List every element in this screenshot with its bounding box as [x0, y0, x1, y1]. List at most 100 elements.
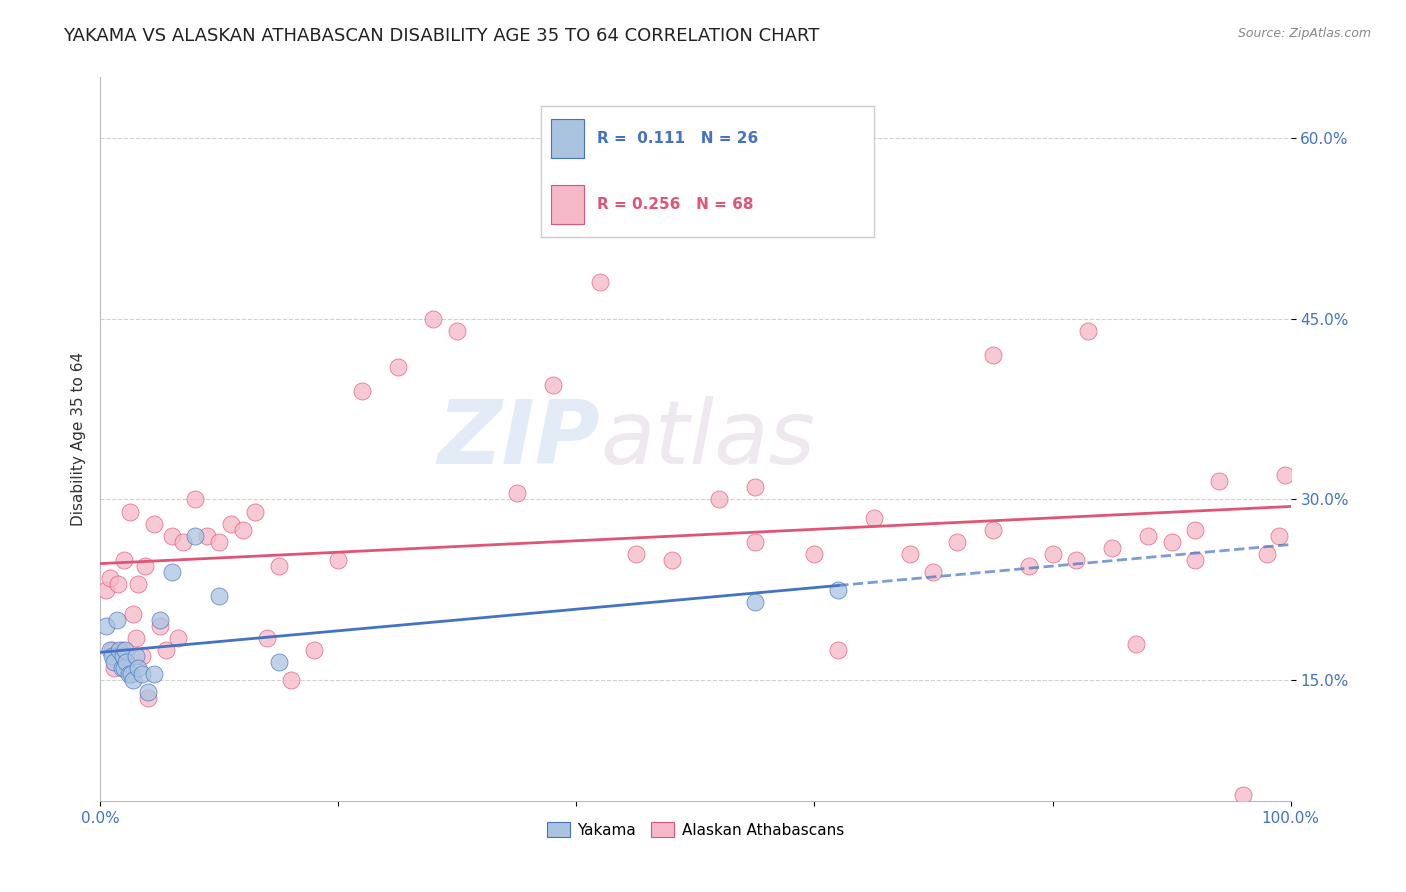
Text: ZIP: ZIP — [437, 396, 600, 483]
Point — [946, 534, 969, 549]
Point — [172, 534, 194, 549]
Point — [1125, 637, 1147, 651]
Point — [110, 643, 132, 657]
Point — [98, 643, 121, 657]
Point — [267, 655, 290, 669]
Y-axis label: Disability Age 35 to 64: Disability Age 35 to 64 — [72, 352, 86, 526]
Point — [103, 661, 125, 675]
Point — [112, 661, 135, 675]
Point — [446, 324, 468, 338]
Point — [589, 276, 612, 290]
Point — [1160, 534, 1182, 549]
Point — [101, 643, 124, 657]
Point — [149, 619, 172, 633]
Point — [422, 311, 444, 326]
Point — [1018, 558, 1040, 573]
Point — [744, 480, 766, 494]
Point — [195, 528, 218, 542]
Point — [94, 619, 117, 633]
Point — [304, 643, 326, 657]
Point — [243, 504, 266, 518]
Point — [105, 613, 128, 627]
Point — [125, 649, 148, 664]
Text: atlas: atlas — [600, 396, 815, 483]
Point — [1232, 788, 1254, 802]
Point — [110, 661, 132, 675]
Point — [387, 359, 409, 374]
Point — [280, 673, 302, 688]
Point — [624, 547, 647, 561]
Point — [131, 667, 153, 681]
Point — [127, 577, 149, 591]
Legend: Yakama, Alaskan Athabascans: Yakama, Alaskan Athabascans — [540, 815, 851, 844]
Point — [219, 516, 242, 531]
Point — [1256, 547, 1278, 561]
Point — [160, 565, 183, 579]
Point — [744, 534, 766, 549]
Point — [898, 547, 921, 561]
Point — [267, 558, 290, 573]
Text: YAKAMA VS ALASKAN ATHABASCAN DISABILITY AGE 35 TO 64 CORRELATION CHART: YAKAMA VS ALASKAN ATHABASCAN DISABILITY … — [63, 27, 820, 45]
Point — [122, 607, 145, 621]
Point — [541, 378, 564, 392]
Point — [136, 685, 159, 699]
Point — [709, 492, 731, 507]
Point — [827, 643, 849, 657]
Point — [118, 504, 141, 518]
Point — [506, 486, 529, 500]
Point — [108, 643, 131, 657]
Point — [107, 577, 129, 591]
Point — [115, 655, 138, 669]
Point — [103, 655, 125, 669]
Point — [131, 649, 153, 664]
Point — [1208, 475, 1230, 489]
Point — [114, 643, 136, 657]
Point — [827, 582, 849, 597]
Point — [256, 631, 278, 645]
Point — [350, 384, 373, 398]
Point — [1077, 324, 1099, 338]
Point — [922, 565, 945, 579]
Point — [1136, 528, 1159, 542]
Point — [101, 649, 124, 664]
Point — [142, 667, 165, 681]
Point — [1042, 547, 1064, 561]
Point — [981, 523, 1004, 537]
Point — [184, 492, 207, 507]
Point — [232, 523, 254, 537]
Point — [1267, 528, 1289, 542]
Point — [1066, 553, 1088, 567]
Point — [115, 655, 138, 669]
Point — [1184, 523, 1206, 537]
Point — [122, 673, 145, 688]
Point — [125, 631, 148, 645]
Point — [1101, 541, 1123, 555]
Point — [744, 595, 766, 609]
Point — [166, 631, 188, 645]
Point — [127, 661, 149, 675]
Point — [94, 582, 117, 597]
Point — [136, 691, 159, 706]
Point — [661, 553, 683, 567]
Point — [134, 558, 156, 573]
Point — [328, 553, 350, 567]
Point — [1184, 553, 1206, 567]
Text: Source: ZipAtlas.com: Source: ZipAtlas.com — [1237, 27, 1371, 40]
Point — [1274, 468, 1296, 483]
Point — [120, 667, 142, 681]
Point — [863, 510, 886, 524]
Point — [803, 547, 825, 561]
Point — [624, 167, 647, 181]
Point — [98, 571, 121, 585]
Point — [149, 613, 172, 627]
Point — [208, 589, 231, 603]
Point — [155, 643, 177, 657]
Point — [981, 348, 1004, 362]
Point — [208, 534, 231, 549]
Point — [160, 528, 183, 542]
Point — [112, 553, 135, 567]
Point — [111, 649, 134, 664]
Point — [142, 516, 165, 531]
Point — [118, 667, 141, 681]
Point — [184, 528, 207, 542]
